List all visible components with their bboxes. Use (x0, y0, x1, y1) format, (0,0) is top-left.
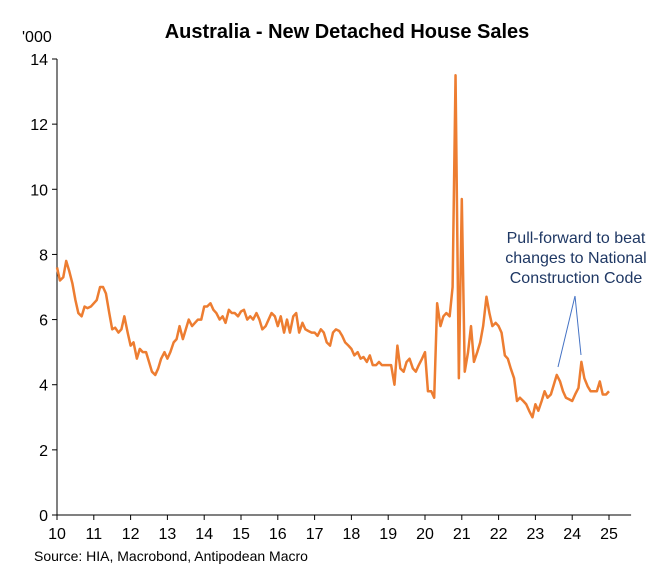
y-tick-label: 10 (30, 182, 48, 199)
data-line (55, 74, 610, 419)
x-tick-label: 14 (195, 526, 213, 543)
y-unit-label: '000 (22, 29, 52, 46)
x-tick-label: 19 (379, 526, 397, 543)
y-tick-label: 0 (39, 508, 48, 525)
annotation: Pull-forward to beat changes to National… (505, 230, 647, 368)
annotation-line: changes to National (505, 250, 646, 267)
y-tick-label: 2 (39, 443, 48, 460)
x-tick-label: 16 (269, 526, 287, 543)
x-tick-label: 13 (159, 526, 177, 543)
x-tick-label: 20 (416, 526, 434, 543)
y-tick-label: 8 (39, 247, 48, 264)
source-note: Source: HIA, Macrobond, Antipodean Macro (34, 548, 308, 564)
x-tick-label: 23 (527, 526, 545, 543)
x-tick-label: 21 (453, 526, 471, 543)
x-tick-label: 17 (306, 526, 324, 543)
y-tick-label: 4 (39, 378, 48, 395)
annotation-arrow (557, 295, 576, 368)
x-tick-label: 12 (122, 526, 140, 543)
x-tick-label: 10 (48, 526, 66, 543)
x-tick-label: 22 (490, 526, 508, 543)
chart-title: Australia - New Detached House Sales (165, 21, 530, 43)
y-tick-label: 12 (30, 117, 48, 134)
x-tick-label: 11 (85, 526, 102, 543)
x-tick-label: 18 (343, 526, 361, 543)
y-tick-label: 14 (30, 52, 48, 69)
x-tick-label: 24 (563, 526, 581, 543)
y-tick-label: 6 (39, 313, 48, 330)
x-tick-label: 25 (600, 526, 618, 543)
annotation-line: Pull-forward to beat (507, 230, 646, 247)
annotation-arrow (574, 295, 582, 356)
x-tick-label: 15 (232, 526, 250, 543)
annotation-line: Construction Code (510, 270, 643, 287)
